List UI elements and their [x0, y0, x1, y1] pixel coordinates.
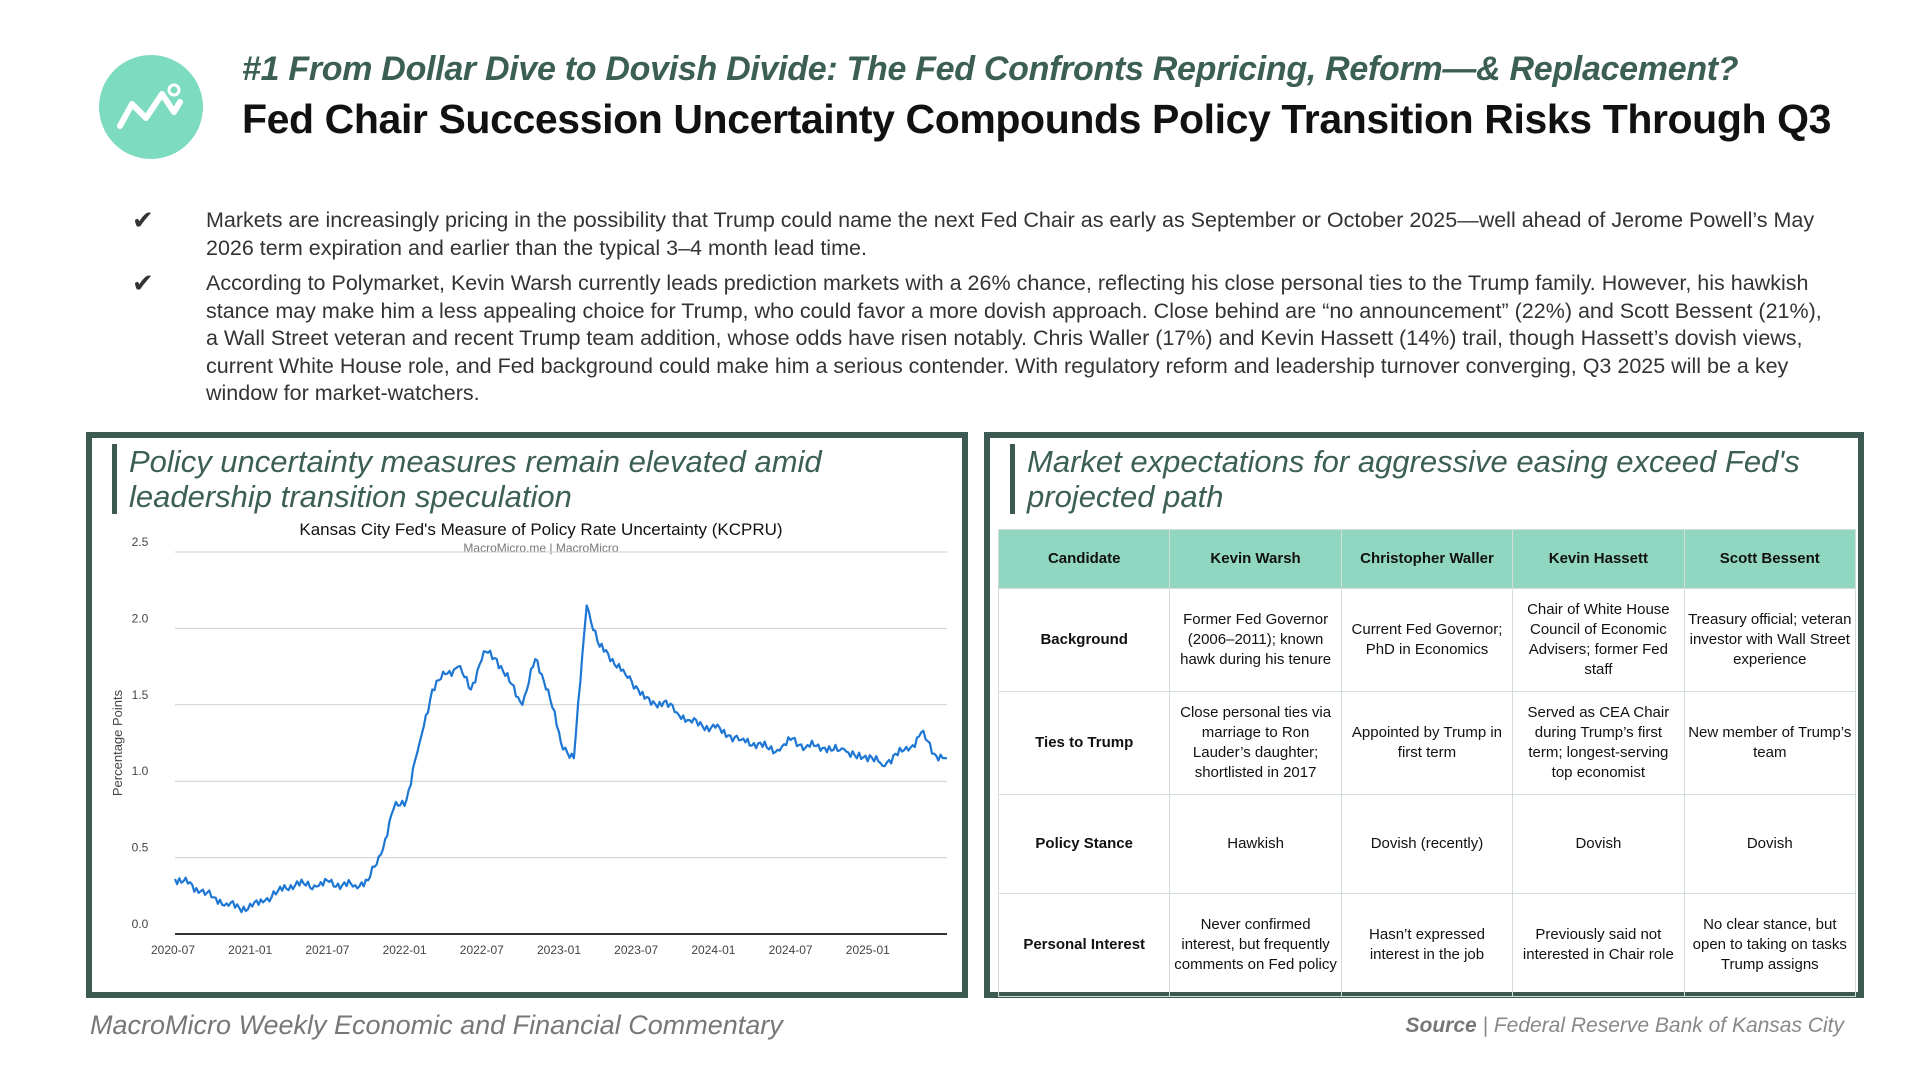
x-tick-label: 2022-01 — [383, 943, 427, 957]
table-row: Ties to Trump Close personal ties via ma… — [997, 691, 1857, 795]
y-tick-label: 2.0 — [132, 611, 149, 625]
table-cell: Served as CEA Chair during Trump’s first… — [1512, 691, 1685, 795]
series-line-kcpru — [173, 604, 948, 914]
table-cell: Never confirmed interest, but frequently… — [1169, 893, 1342, 997]
table-cell: Treasury official; veteran investor with… — [1683, 588, 1857, 692]
table-panel-title: Market expectations for aggressive easin… — [1010, 444, 1847, 514]
table-cell: No clear stance, but open to taking on t… — [1683, 893, 1857, 997]
column-header-hassett: Kevin Hassett — [1512, 529, 1685, 589]
row-header: Background — [997, 588, 1171, 692]
line-chart-icon — [117, 83, 183, 129]
bullet-item: ✔ Markets are increasingly pricing in th… — [132, 207, 1832, 262]
footer-source: Source | Federal Reserve Bank of Kansas … — [1406, 1014, 1845, 1038]
table-cell: Previously said not interested in Chair … — [1512, 893, 1685, 997]
x-tick-label: 2020-07 — [151, 943, 195, 957]
x-tick-label: 2022-07 — [460, 943, 504, 957]
bullet-list: ✔ Markets are increasingly pricing in th… — [132, 207, 1832, 416]
page-title: Fed Chair Succession Uncertainty Compoun… — [242, 96, 1832, 142]
chart-subtitle: MacroMicro.me | MacroMicro — [463, 541, 618, 555]
x-tick-label: 2021-01 — [228, 943, 272, 957]
chart-panel-title: Policy uncertainty measures remain eleva… — [112, 444, 949, 514]
table-cell: Close personal ties via marriage to Ron … — [1169, 691, 1342, 795]
table-cell: Hasn’t expressed interest in the job — [1340, 893, 1514, 997]
bullet-item: ✔ According to Polymarket, Kevin Warsh c… — [132, 270, 1832, 408]
checkmark-icon: ✔ — [132, 205, 154, 235]
checkmark-icon: ✔ — [132, 268, 154, 298]
table-cell: Dovish — [1512, 794, 1685, 894]
y-tick-label: 1.5 — [132, 688, 149, 702]
column-header-candidate: Candidate — [997, 529, 1171, 589]
candidate-table: Candidate Kevin Warsh Christopher Waller… — [997, 529, 1857, 997]
logo — [99, 55, 203, 159]
table-panel: Market expectations for aggressive easin… — [984, 432, 1864, 998]
kcpru-line-chart: Kansas City Fed's Measure of Policy Rate… — [110, 520, 948, 957]
table-row: Background Former Fed Governor (2006–201… — [997, 588, 1857, 692]
source-separator: | — [1476, 1014, 1494, 1037]
table-cell: Hawkish — [1169, 794, 1342, 894]
table-cell: Dovish — [1683, 794, 1857, 894]
x-tick-label: 2025-01 — [846, 943, 890, 957]
chart-title: Kansas City Fed's Measure of Policy Rate… — [299, 520, 782, 539]
chart-panel: Policy uncertainty measures remain eleva… — [86, 432, 968, 998]
table-cell: Former Fed Governor (2006–2011); known h… — [1169, 588, 1342, 692]
y-axis-label: Percentage Points — [110, 689, 125, 796]
bullet-text: Markets are increasingly pricing in the … — [206, 208, 1815, 260]
footer-publication: MacroMicro Weekly Economic and Financial… — [90, 1010, 783, 1040]
table-row: Personal Interest Never confirmed intere… — [997, 893, 1857, 997]
column-header-bessent: Scott Bessent — [1683, 529, 1857, 589]
table-row: Policy Stance Hawkish Dovish (recently) … — [997, 794, 1857, 894]
x-tick-label: 2023-01 — [537, 943, 581, 957]
column-header-waller: Christopher Waller — [1340, 529, 1514, 589]
x-tick-label: 2021-07 — [305, 943, 349, 957]
row-header: Ties to Trump — [997, 691, 1171, 795]
y-tick-label: 0.0 — [132, 917, 149, 931]
bullet-text: According to Polymarket, Kevin Warsh cur… — [206, 271, 1822, 405]
source-label: Source — [1405, 1014, 1477, 1037]
table-cell: Current Fed Governor; PhD in Economics — [1340, 588, 1514, 692]
row-header: Policy Stance — [997, 794, 1171, 894]
x-tick-label: 2024-01 — [691, 943, 735, 957]
x-tick-label: 2024-07 — [769, 943, 813, 957]
y-tick-label: 0.5 — [132, 841, 149, 855]
kicker-title: #1 From Dollar Dive to Dovish Divide: Th… — [242, 50, 1739, 88]
table-cell: Appointed by Trump in first term — [1340, 691, 1514, 795]
table-header-row: Candidate Kevin Warsh Christopher Waller… — [997, 529, 1857, 589]
table-cell: Chair of White House Council of Economic… — [1512, 588, 1685, 692]
row-header: Personal Interest — [997, 893, 1171, 997]
source-text: Federal Reserve Bank of Kansas City — [1493, 1014, 1844, 1037]
table-cell: Dovish (recently) — [1340, 794, 1514, 894]
y-tick-label: 2.5 — [132, 535, 149, 549]
y-tick-label: 1.0 — [132, 764, 149, 778]
x-tick-label: 2023-07 — [614, 943, 658, 957]
column-header-warsh: Kevin Warsh — [1169, 529, 1342, 589]
table-cell: New member of Trump’s team — [1683, 691, 1857, 795]
